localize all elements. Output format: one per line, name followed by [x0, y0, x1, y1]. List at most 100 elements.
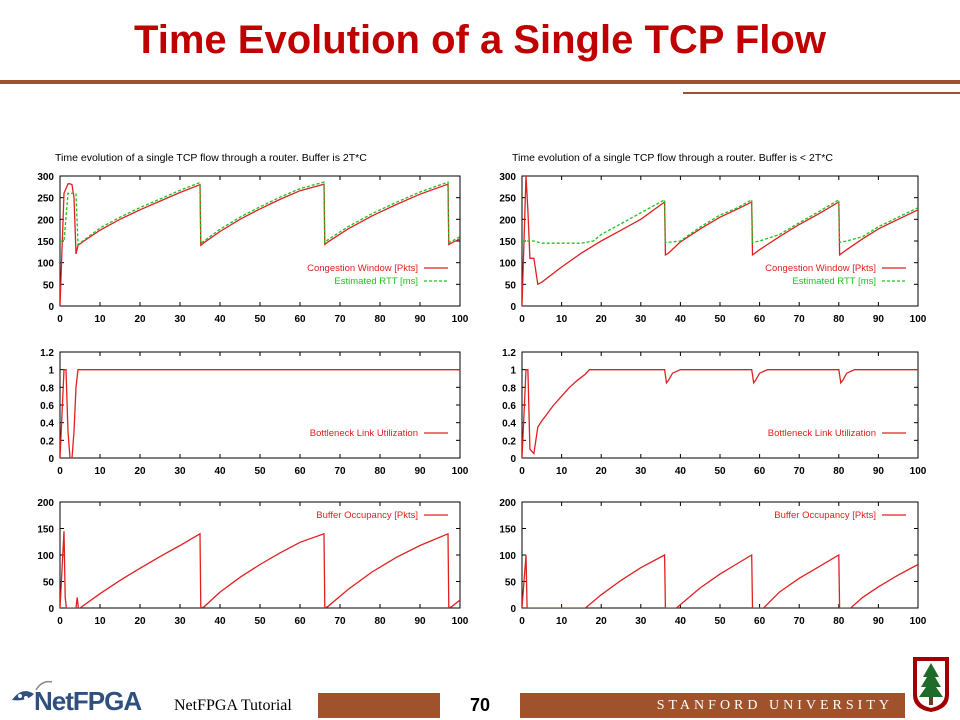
x-tick-label-3: 40: [675, 466, 687, 477]
x-tick-label-3: 30: [635, 466, 647, 477]
y-tick-label-4: 200: [37, 498, 54, 509]
plot-frame-1: [521, 175, 919, 307]
x-tick-label-2: 40: [214, 466, 226, 477]
x-tick-label-1: 70: [794, 314, 806, 325]
plot-frame-3: [521, 351, 919, 459]
x-tick-label-0: 0: [57, 314, 63, 325]
legend-label-0-1: Estimated RTT [ms]: [334, 276, 418, 287]
x-tick-label-5: 10: [556, 616, 568, 627]
x-tick-label-3: 0: [519, 466, 525, 477]
stanford-seal-icon: [913, 657, 949, 712]
plot-frame-2: [59, 351, 461, 459]
x-tick-label-2: 80: [374, 466, 386, 477]
legend-label-5-0: Buffer Occupancy [Pkts]: [774, 510, 876, 521]
x-tick-label-1: 90: [873, 314, 885, 325]
x-tick-label-0: 80: [374, 314, 386, 325]
y-tick-label-3: 0.8: [502, 383, 516, 394]
legend-label-1-1: Estimated RTT [ms]: [792, 276, 876, 287]
y-tick-label-2: 0.4: [40, 419, 54, 430]
x-tick-label-0: 60: [294, 314, 306, 325]
x-tick-label-3: 80: [833, 466, 845, 477]
x-tick-label-5: 90: [873, 616, 885, 627]
y-tick-label-1: 100: [499, 259, 516, 270]
x-tick-label-5: 40: [675, 616, 687, 627]
series-line-5-0: [522, 553, 918, 608]
y-tick-label-1: 200: [499, 215, 516, 226]
y-tick-label-0: 250: [37, 194, 54, 205]
y-tick-label-4: 100: [37, 551, 54, 562]
y-tick-label-5: 150: [499, 525, 516, 536]
x-tick-label-0: 10: [94, 314, 106, 325]
x-tick-label-5: 50: [714, 616, 726, 627]
x-tick-label-2: 50: [254, 466, 266, 477]
charts-canvas: 0 10 20 30 40 50 60 70 80 90 100050100150200250300…: [37, 172, 927, 627]
y-tick-label-1: 50: [505, 280, 517, 291]
y-tick-label-2: 0.8: [40, 383, 54, 394]
series-line-2-0: [60, 369, 460, 458]
x-tick-label-1: 20: [596, 314, 608, 325]
x-tick-label-0: 20: [134, 314, 146, 325]
x-tick-label-1: 100: [910, 314, 927, 325]
x-tick-label-5: 0: [519, 616, 525, 627]
y-tick-label-0: 200: [37, 215, 54, 226]
y-tick-label-3: 1.2: [502, 348, 516, 359]
plot-frame-5: [521, 501, 919, 609]
right-panel-title: Time evolution of a single TCP flow thro…: [512, 152, 833, 164]
legend-label-3-0: Bottleneck Link Utilization: [768, 428, 876, 439]
x-tick-label-1: 50: [714, 314, 726, 325]
x-tick-label-3: 10: [556, 466, 568, 477]
x-tick-label-2: 70: [334, 466, 346, 477]
x-tick-label-0: 100: [452, 314, 469, 325]
y-tick-label-0: 50: [43, 280, 55, 291]
x-tick-label-3: 100: [910, 466, 927, 477]
series-line-0-0: [60, 183, 460, 306]
y-tick-label-2: 0.6: [40, 401, 54, 412]
x-tick-label-4: 20: [134, 616, 146, 627]
series-line-1-0: [522, 176, 918, 306]
x-tick-label-4: 40: [214, 616, 226, 627]
y-tick-label-1: 300: [499, 172, 516, 183]
plot-frame-4: [59, 501, 461, 609]
y-tick-label-5: 100: [499, 551, 516, 562]
y-tick-label-2: 0: [48, 454, 54, 465]
x-tick-label-0: 90: [414, 314, 426, 325]
page-number: 70: [440, 693, 520, 718]
x-tick-label-5: 20: [596, 616, 608, 627]
y-tick-label-3: 1: [510, 366, 516, 377]
series-line-0-1: [60, 181, 460, 246]
x-tick-label-0: 30: [174, 314, 186, 325]
series-line-3-0: [522, 369, 918, 458]
x-tick-label-5: 100: [910, 616, 927, 627]
footer-university: STANFORD UNIVERSITY: [656, 698, 893, 713]
y-tick-label-4: 0: [48, 604, 54, 615]
x-tick-label-4: 70: [334, 616, 346, 627]
left-panel-title: Time evolution of a single TCP flow thro…: [55, 152, 367, 164]
x-tick-label-4: 90: [414, 616, 426, 627]
x-tick-label-0: 70: [334, 314, 346, 325]
x-tick-label-1: 40: [675, 314, 687, 325]
y-tick-label-0: 100: [37, 259, 54, 270]
x-tick-label-1: 80: [833, 314, 845, 325]
x-tick-label-5: 80: [833, 616, 845, 627]
y-tick-label-2: 1.2: [40, 348, 54, 359]
x-tick-label-5: 60: [754, 616, 766, 627]
legend-label-4-0: Buffer Occupancy [Pkts]: [316, 510, 418, 521]
x-tick-label-2: 30: [174, 466, 186, 477]
x-tick-label-2: 0: [57, 466, 63, 477]
legend-label-2-0: Bottleneck Link Utilization: [310, 428, 418, 439]
y-tick-label-0: 0: [48, 302, 54, 313]
y-tick-label-1: 0: [510, 302, 516, 313]
y-tick-label-0: 300: [37, 172, 54, 183]
y-tick-label-3: 0.6: [502, 401, 516, 412]
x-tick-label-5: 30: [635, 616, 647, 627]
y-tick-label-3: 0: [510, 454, 516, 465]
y-tick-label-3: 0.2: [502, 436, 516, 447]
title-rule-short: [683, 92, 960, 94]
title-rule: [0, 80, 960, 84]
logo-text: NetFPGA: [34, 686, 142, 716]
y-tick-label-2: 0.2: [40, 436, 54, 447]
series-line-4-0: [60, 531, 460, 608]
x-tick-label-3: 60: [754, 466, 766, 477]
y-tick-label-4: 150: [37, 525, 54, 536]
page-title: Time Evolution of a Single TCP Flow: [134, 18, 826, 62]
